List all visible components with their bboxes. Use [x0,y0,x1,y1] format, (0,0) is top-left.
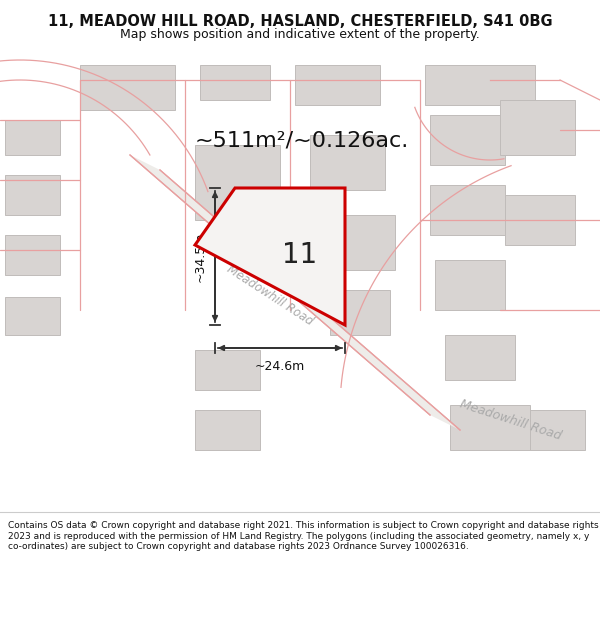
Bar [295,65,380,105]
Bar [200,65,270,100]
Bar [5,175,60,215]
Bar [430,185,505,235]
Bar [195,410,260,450]
Polygon shape [130,155,460,430]
Bar [5,120,60,155]
Bar [80,65,175,110]
Bar [445,335,515,380]
Text: Contains OS data © Crown copyright and database right 2021. This information is : Contains OS data © Crown copyright and d… [8,521,598,551]
Bar [195,145,280,220]
Text: 11: 11 [283,241,317,269]
Bar [530,410,585,450]
Bar [500,100,575,155]
Bar [435,260,505,310]
Bar [330,215,395,270]
Bar [450,405,530,450]
Text: Map shows position and indicative extent of the property.: Map shows position and indicative extent… [120,28,480,41]
Bar [425,65,535,105]
Bar [5,297,60,335]
Bar [505,195,575,245]
Bar [195,350,260,390]
Text: ~24.6m: ~24.6m [255,360,305,373]
Bar [330,290,390,335]
Text: ~511m²/~0.126ac.: ~511m²/~0.126ac. [195,130,409,150]
Text: 11, MEADOW HILL ROAD, HASLAND, CHESTERFIELD, S41 0BG: 11, MEADOW HILL ROAD, HASLAND, CHESTERFI… [47,14,553,29]
Bar [430,115,505,165]
Bar [310,135,385,190]
Text: ~34.5m: ~34.5m [194,232,207,282]
Polygon shape [195,188,345,325]
Text: Meadowhill Road: Meadowhill Road [458,398,562,442]
Text: Meadowhill Road: Meadowhill Road [224,262,316,328]
Bar [5,235,60,275]
